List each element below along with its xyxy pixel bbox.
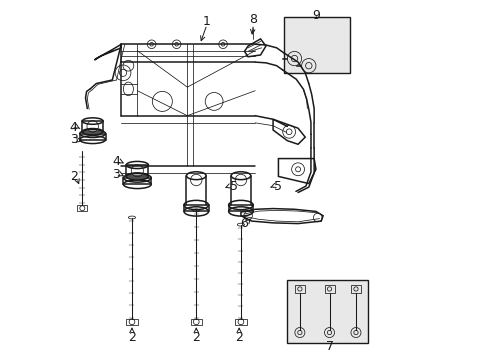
Polygon shape (278, 158, 315, 184)
Polygon shape (94, 44, 121, 60)
Text: 4: 4 (112, 155, 120, 168)
Text: 4: 4 (70, 121, 78, 134)
Text: 3: 3 (70, 134, 78, 147)
Bar (283, 18, 349, 73)
Bar (183, 205, 208, 211)
Text: 8: 8 (249, 13, 257, 27)
Text: 2: 2 (235, 331, 243, 344)
Bar (228, 205, 253, 211)
Bar (350, 285, 360, 293)
Bar (324, 285, 334, 293)
Bar (82, 121, 103, 132)
Text: 7: 7 (325, 339, 334, 352)
Bar (77, 205, 87, 211)
Text: 1: 1 (203, 14, 210, 27)
Bar (235, 319, 246, 325)
Bar (287, 280, 367, 342)
Text: 2: 2 (128, 331, 136, 344)
Polygon shape (272, 119, 305, 144)
Text: 2: 2 (192, 331, 200, 344)
Text: 5: 5 (229, 180, 237, 193)
Bar (123, 178, 151, 184)
Text: 9: 9 (311, 9, 319, 22)
Text: 5: 5 (274, 180, 282, 193)
Bar (294, 285, 304, 293)
Text: 3: 3 (112, 168, 120, 181)
Bar (80, 134, 105, 140)
Polygon shape (241, 208, 323, 224)
Polygon shape (244, 39, 265, 57)
Bar (126, 165, 148, 176)
Bar (190, 319, 202, 325)
Text: 6: 6 (240, 217, 248, 230)
Text: 2: 2 (70, 170, 78, 183)
Bar (126, 319, 138, 325)
